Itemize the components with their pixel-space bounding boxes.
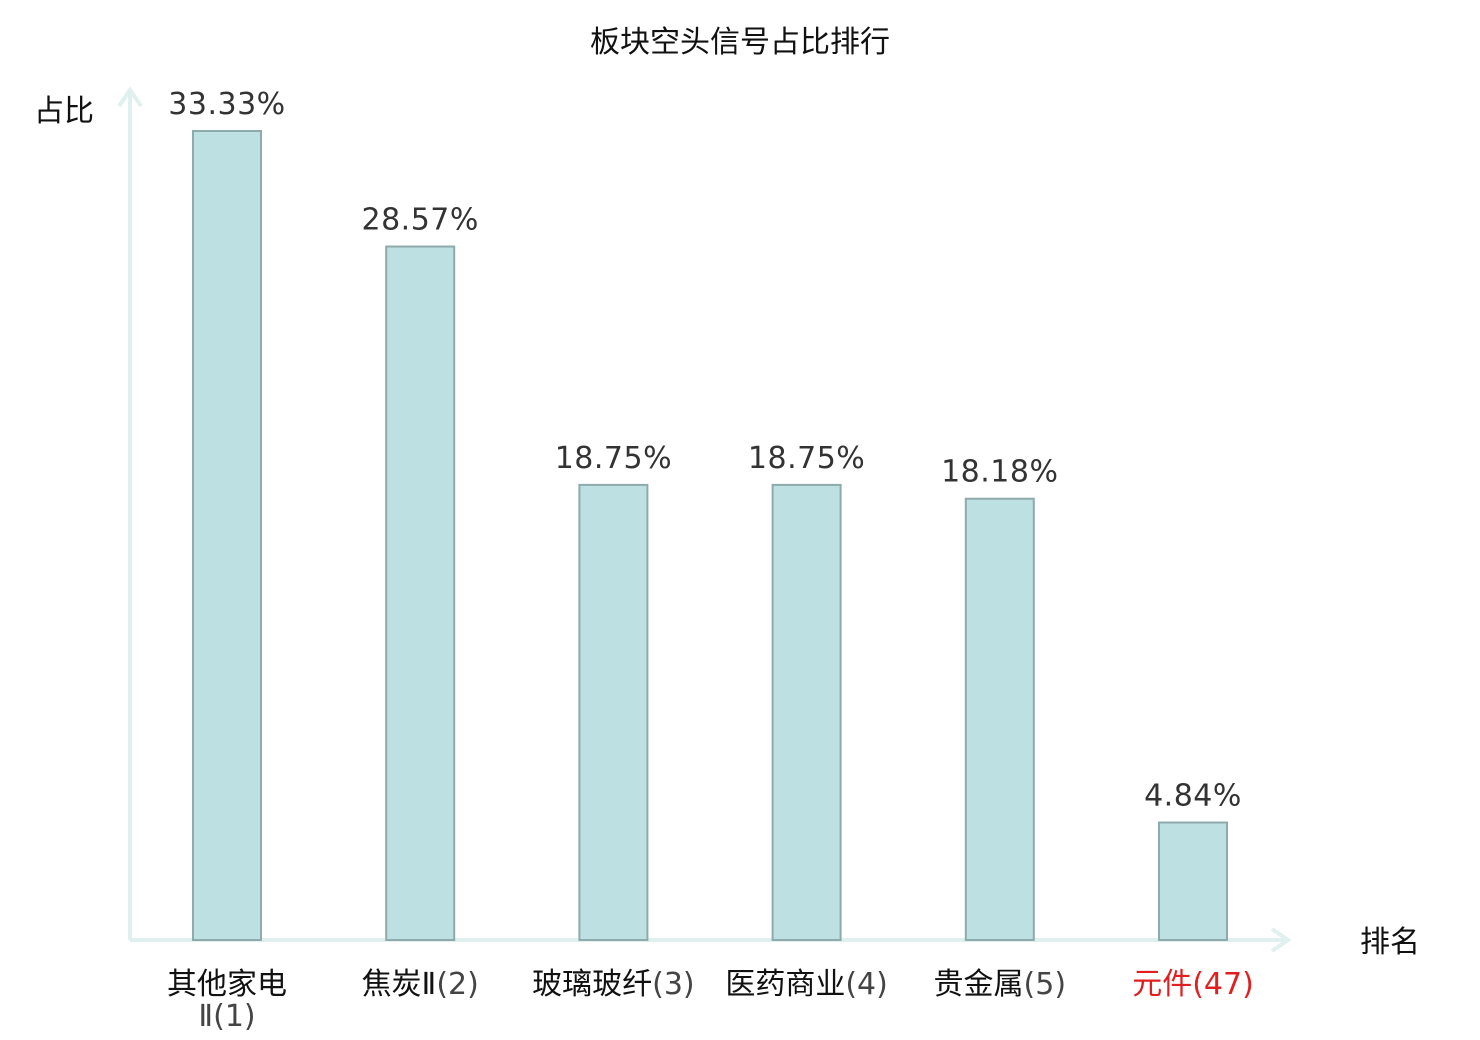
- bar-value-label-6: 4.84%: [1144, 779, 1242, 814]
- bar-5: [964, 497, 1035, 941]
- bar-value-label-2: 28.57%: [362, 203, 479, 238]
- axes: [117, 86, 1292, 953]
- bar-value-label-3: 18.75%: [555, 441, 672, 476]
- bar-6: [1158, 821, 1228, 941]
- bar-2: [385, 245, 456, 942]
- bars: [192, 130, 1228, 942]
- bar-1: [192, 130, 262, 941]
- category-label-6: 元件(47): [1132, 967, 1254, 1002]
- y-axis-arrow: [117, 86, 143, 108]
- category-label-4: 医药商业(4): [725, 967, 888, 1002]
- x-axis-arrow: [1270, 927, 1292, 953]
- chart-title: 板块空头信号占比排行: [590, 25, 890, 60]
- category-labels: 其他家电 Ⅱ(1) 焦炭Ⅱ(2) 玻璃玻纤(3) 医药商业(4) 贵金属(5) 元件(47): [167, 967, 1254, 1034]
- x-axis-label: 排名: [1360, 925, 1420, 960]
- category-label-1: 其他家电 Ⅱ(1): [167, 967, 287, 1034]
- bar-value-label-4: 18.75%: [748, 441, 865, 476]
- bar-4: [771, 483, 842, 941]
- value-labels: 33.33% 28.57% 18.75% 18.75% 18.18% 4.84%: [168, 87, 1242, 814]
- category-label-3: 玻璃玻纤(3): [532, 967, 695, 1002]
- y-axis-label: 占比: [34, 94, 94, 129]
- bar-value-label-5: 18.18%: [941, 455, 1058, 490]
- category-label-5: 贵金属(5): [934, 967, 1067, 1002]
- bar-value-label-1: 33.33%: [168, 87, 285, 122]
- bar-3: [578, 483, 649, 941]
- category-label-2: 焦炭Ⅱ(2): [362, 967, 479, 1002]
